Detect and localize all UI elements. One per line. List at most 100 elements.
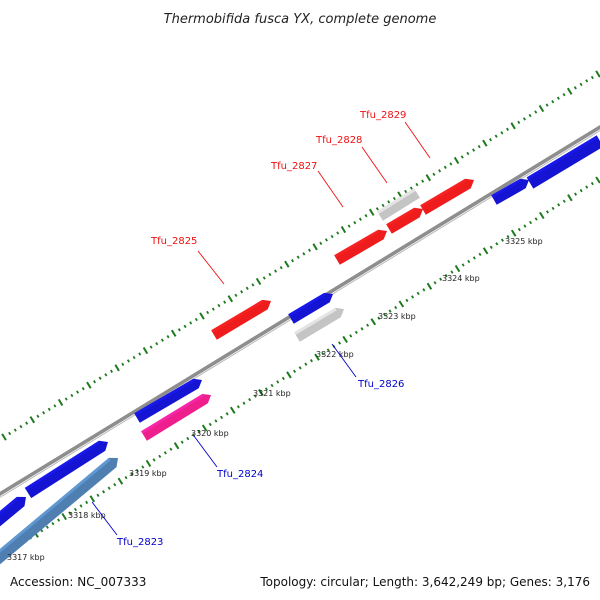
outer-tick bbox=[510, 122, 516, 130]
leader-tfu-2826 bbox=[331, 343, 357, 378]
outer-tick bbox=[425, 174, 432, 182]
gene-feature-g11[interactable] bbox=[386, 207, 423, 234]
gene-feature-g2[interactable] bbox=[24, 440, 108, 499]
inner-tick bbox=[40, 529, 44, 533]
outer-tick bbox=[114, 364, 120, 372]
gene-feature-g9[interactable] bbox=[334, 229, 387, 265]
gene-name-labels: Tfu_2823 Tfu_2824 Tfu_2825 Tfu_2826 Tfu_… bbox=[116, 110, 406, 548]
outer-tick bbox=[81, 386, 85, 391]
inner-tick bbox=[68, 511, 72, 515]
inner-tick bbox=[163, 451, 167, 455]
gene-feature-g1[interactable] bbox=[0, 496, 26, 527]
outer-tick bbox=[482, 139, 488, 147]
outer-tick bbox=[364, 214, 368, 218]
outer-tick bbox=[268, 272, 272, 277]
gene-body bbox=[0, 496, 26, 527]
outer-tick bbox=[336, 231, 340, 235]
gene-label-tfu-2828[interactable]: Tfu_2828 bbox=[315, 135, 362, 146]
gene-body bbox=[141, 394, 211, 441]
inner-tick bbox=[517, 227, 521, 232]
gene-feature-g5[interactable] bbox=[141, 394, 211, 441]
gene-label-tfu-2825[interactable]: Tfu_2825 bbox=[150, 236, 197, 247]
gene-feature-g12[interactable] bbox=[420, 178, 474, 215]
tick-label-3321: 3321 kbp bbox=[253, 389, 291, 398]
inner-tick bbox=[510, 229, 517, 237]
gene-body bbox=[24, 440, 108, 499]
gene-feature-g14[interactable] bbox=[526, 135, 600, 189]
outer-tick bbox=[579, 82, 583, 87]
outer-tick bbox=[183, 324, 187, 329]
outer-tick bbox=[500, 131, 504, 135]
gene-feature-g13[interactable] bbox=[491, 178, 529, 205]
outer-tick bbox=[8, 431, 12, 436]
gene-label-tfu-2826[interactable]: Tfu_2826 bbox=[357, 379, 404, 390]
leader-tfu-2827 bbox=[317, 170, 344, 208]
gene-feature-g4[interactable] bbox=[134, 378, 202, 423]
inner-tick bbox=[338, 341, 342, 345]
gene-highlight bbox=[420, 178, 467, 208]
gene-feature-g3[interactable] bbox=[0, 457, 118, 565]
inner-tick bbox=[482, 247, 489, 255]
gene-feature-g7[interactable] bbox=[288, 292, 333, 324]
gene-highlight bbox=[294, 307, 337, 335]
gene-label-tfu-2829[interactable]: Tfu_2829 bbox=[359, 110, 406, 121]
outer-tick bbox=[121, 362, 125, 367]
outer-tick bbox=[240, 290, 244, 294]
gene-label-leaders bbox=[91, 121, 431, 536]
outer-tick bbox=[25, 421, 29, 425]
inner-tick bbox=[51, 522, 55, 526]
outer-tick bbox=[206, 310, 210, 315]
inner-tick bbox=[416, 291, 420, 296]
gene-feature-g8[interactable] bbox=[294, 307, 344, 342]
leader-tfu-2828 bbox=[361, 146, 388, 184]
gene-body bbox=[134, 378, 202, 423]
inner-tick bbox=[304, 362, 308, 366]
inner-tick bbox=[293, 369, 297, 373]
gene-highlight bbox=[377, 188, 416, 214]
gene-body bbox=[211, 299, 271, 340]
inner-tick bbox=[366, 323, 370, 327]
outer-tick bbox=[538, 104, 545, 113]
inner-tick bbox=[73, 507, 77, 512]
inner-tick-ring bbox=[5, 176, 600, 556]
outer-tick bbox=[517, 120, 521, 125]
inner-tick bbox=[454, 264, 461, 273]
gene-label-tfu-2824[interactable]: Tfu_2824 bbox=[216, 469, 263, 480]
outer-tick bbox=[494, 134, 498, 138]
inner-tick bbox=[298, 366, 302, 370]
gene-feature-g10[interactable] bbox=[377, 188, 420, 221]
inner-tick bbox=[562, 199, 566, 203]
outer-tick bbox=[421, 179, 425, 183]
outer-tick bbox=[545, 103, 549, 107]
outer-tick bbox=[194, 317, 198, 322]
outer-tick bbox=[415, 182, 419, 187]
inner-tick bbox=[158, 454, 162, 458]
outer-tick bbox=[528, 113, 532, 118]
accession-text: Accession: NC_007333 bbox=[10, 575, 146, 589]
tick-label-3322: 3322 kbp bbox=[316, 350, 354, 359]
gene-label-tfu-2823[interactable]: Tfu_2823 bbox=[116, 537, 163, 548]
gene-feature-g6[interactable] bbox=[211, 299, 271, 340]
inner-tick bbox=[113, 483, 117, 487]
outer-tick bbox=[279, 265, 283, 270]
inner-tick bbox=[349, 334, 353, 338]
outer-tick bbox=[585, 79, 589, 83]
inner-tick bbox=[236, 405, 240, 409]
gene-label-tfu-2827[interactable]: Tfu_2827 bbox=[270, 161, 317, 172]
outer-tick bbox=[170, 329, 177, 337]
outer-tick bbox=[76, 390, 80, 394]
outer-tick bbox=[53, 404, 57, 408]
tick-labels: 3317 kbp 3318 kbp 3319 kbp 3320 kbp 3321… bbox=[7, 237, 543, 562]
outer-tick bbox=[142, 346, 149, 355]
gene-highlight bbox=[334, 229, 380, 258]
inner-tick bbox=[495, 242, 499, 246]
outer-tick bbox=[126, 359, 130, 363]
inner-tick bbox=[242, 401, 246, 405]
gene-body bbox=[288, 292, 333, 324]
tick-label-3323: 3323 kbp bbox=[378, 312, 416, 321]
outer-tick bbox=[57, 398, 64, 407]
tick-label-3319: 3319 kbp bbox=[129, 469, 167, 478]
outer-tick bbox=[251, 283, 255, 287]
outer-tick bbox=[255, 277, 262, 286]
inner-tick bbox=[354, 330, 358, 334]
